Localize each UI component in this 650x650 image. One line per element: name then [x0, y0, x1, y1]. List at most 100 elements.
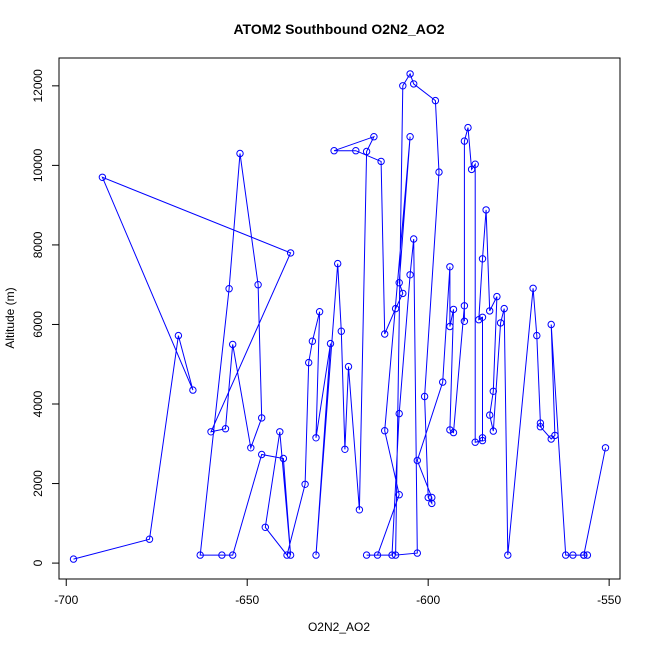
- data-point: [475, 316, 483, 324]
- data-point: [362, 551, 371, 559]
- data-point: [428, 493, 436, 502]
- data-point: [449, 305, 458, 314]
- data-point: [258, 450, 266, 459]
- data-point: [236, 149, 244, 158]
- data-point: [446, 263, 454, 271]
- data-point: [377, 157, 385, 166]
- y-tick-label: 8000: [31, 231, 45, 258]
- data-point: [413, 549, 421, 557]
- data-point: [69, 555, 78, 563]
- data-point: [449, 428, 458, 437]
- data-point: [286, 551, 295, 559]
- data-point: [355, 506, 364, 514]
- y-tick-label: 10000: [31, 148, 45, 182]
- data-point: [406, 133, 414, 141]
- data-point: [247, 444, 255, 452]
- data-point: [467, 165, 476, 174]
- data-point: [478, 436, 487, 445]
- data-point: [341, 445, 349, 453]
- data-point: [391, 304, 400, 313]
- data-point: [489, 387, 497, 395]
- data-point: [562, 551, 570, 559]
- data-point: [410, 235, 418, 243]
- data-point: [145, 535, 154, 543]
- data-point: [464, 123, 472, 132]
- data-point: [196, 551, 204, 559]
- data-point: [189, 386, 197, 394]
- data-point: [406, 271, 414, 279]
- data-point: [601, 444, 610, 452]
- data-point: [460, 317, 469, 325]
- data-point: [261, 523, 269, 531]
- data-point: [431, 96, 440, 105]
- data-point: [225, 285, 233, 293]
- data-point: [312, 434, 320, 442]
- data-point: [551, 431, 559, 440]
- data-point: [344, 362, 353, 371]
- data-point: [308, 337, 317, 345]
- data-point: [471, 438, 479, 446]
- y-axis: 0 2000 4000 6000 8000 10000 12000: [31, 69, 59, 566]
- data-point: [486, 411, 494, 419]
- data-point: [381, 427, 389, 435]
- x-tick-label: -550: [597, 593, 621, 607]
- data-point: [496, 319, 505, 327]
- data-point: [330, 147, 338, 155]
- data-point: [424, 493, 432, 502]
- x-axis-label: O2N2_AO2: [308, 620, 370, 634]
- plot-frame: [58, 57, 621, 580]
- y-tick-label: 4000: [31, 390, 45, 417]
- data-point: [174, 331, 183, 340]
- data-point: [569, 551, 577, 559]
- data-point: [410, 80, 418, 88]
- data-point: [286, 249, 295, 257]
- data-point: [229, 340, 237, 349]
- data-point: [486, 307, 494, 315]
- data-point: [207, 428, 215, 436]
- x-axis: -700 -650 -600 -550: [54, 579, 621, 607]
- data-point: [435, 168, 443, 176]
- data-point: [312, 551, 320, 559]
- data-point: [420, 392, 429, 401]
- y-axis-label: Altitude (m): [3, 287, 17, 348]
- data-point: [529, 284, 537, 292]
- data-point: [478, 255, 487, 263]
- series-line: [73, 72, 606, 560]
- data-point: [406, 70, 414, 78]
- data-point: [399, 289, 407, 298]
- data-point: [478, 313, 487, 321]
- data-point: [301, 480, 309, 488]
- data-point: [395, 409, 403, 418]
- data-point: [254, 281, 262, 289]
- data-point: [276, 428, 284, 436]
- data-point: [362, 147, 371, 156]
- data-point: [460, 302, 469, 310]
- data-point: [352, 147, 360, 155]
- data-point: [536, 419, 545, 427]
- data-point: [315, 308, 324, 316]
- y-tick-label: 6000: [31, 311, 45, 338]
- data-point: [583, 551, 592, 559]
- data-point: [279, 454, 288, 463]
- data-point: [381, 330, 389, 338]
- data-point: [395, 279, 403, 287]
- data-point: [221, 425, 230, 433]
- data-point: [580, 551, 588, 559]
- data-point: [305, 358, 313, 367]
- data-point: [218, 551, 226, 559]
- data-point: [500, 304, 508, 313]
- data-point: [439, 378, 447, 386]
- data-point: [536, 423, 545, 431]
- data-point: [493, 292, 501, 301]
- data-point: [283, 551, 291, 559]
- data-point: [471, 160, 479, 168]
- data-point: [460, 137, 469, 145]
- series-layer: [69, 70, 610, 563]
- data-point: [229, 551, 237, 559]
- data-point: [504, 551, 512, 559]
- data-point: [413, 456, 421, 465]
- x-tick-label: -700: [54, 593, 78, 607]
- data-point: [388, 551, 396, 559]
- data-point: [337, 327, 345, 335]
